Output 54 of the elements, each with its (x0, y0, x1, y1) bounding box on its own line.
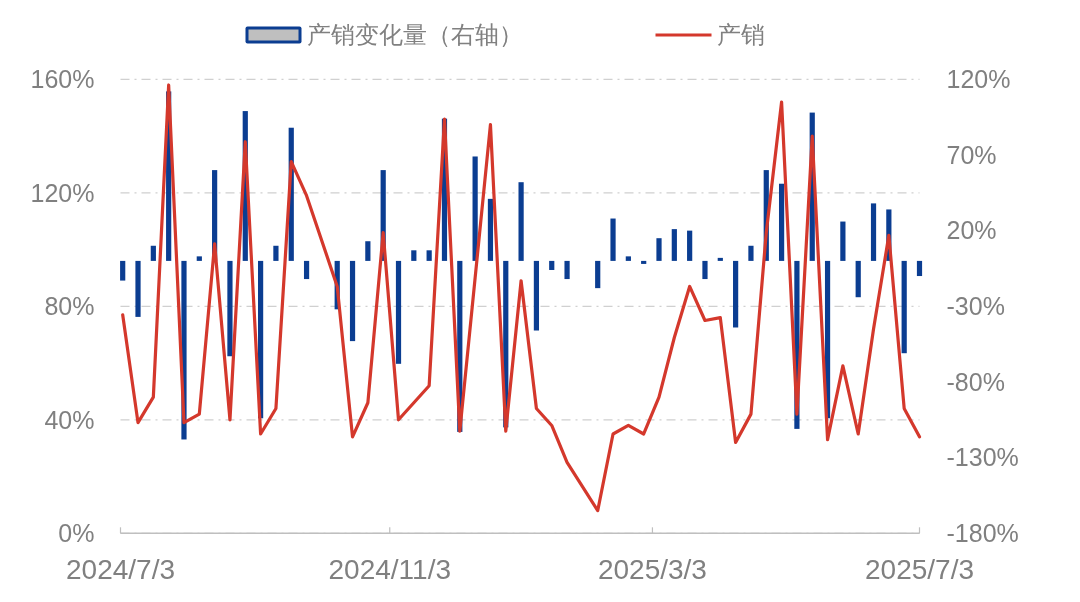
y2-tick-label: -80% (946, 367, 1005, 396)
bar (901, 260, 907, 354)
bar (687, 230, 693, 261)
y-tick-label: 40% (44, 405, 95, 434)
bar (717, 257, 723, 261)
x-tick-label: 2025/7/3 (865, 553, 974, 585)
bar (518, 182, 524, 261)
bar (120, 260, 126, 281)
bar (916, 260, 923, 277)
y-tick-label: 120% (30, 178, 95, 207)
bar (135, 260, 141, 317)
bar (349, 260, 356, 342)
bar (564, 260, 570, 280)
bar (395, 260, 402, 364)
legend-label: 产销 (716, 21, 765, 49)
y2-tick-label: -130% (946, 443, 1019, 472)
y-tick-label: 80% (44, 292, 95, 321)
bar (671, 229, 677, 261)
y-tick-label: 0% (58, 519, 95, 548)
bar (855, 260, 861, 298)
bar (641, 260, 647, 264)
bar (487, 198, 494, 261)
y2-tick-label: -180% (946, 519, 1019, 548)
bar (150, 245, 156, 261)
legend-label: 产销变化量（右轴） (306, 21, 523, 49)
bar (625, 256, 631, 261)
bar (196, 256, 202, 261)
bar (533, 260, 540, 331)
x-tick-label: 2024/11/3 (328, 553, 451, 585)
bar (273, 245, 279, 261)
y-tick-label: 160% (30, 65, 95, 94)
bar (778, 183, 785, 261)
bar (426, 250, 432, 261)
bar (610, 218, 616, 261)
bar (870, 203, 877, 261)
bar (365, 241, 371, 261)
bar (227, 260, 233, 357)
x-tick-label: 2025/3/3 (597, 553, 707, 585)
x-tick-label: 2024/7/3 (66, 553, 175, 585)
bar (748, 245, 754, 261)
bar (733, 260, 739, 328)
y2-tick-label: 70% (946, 140, 997, 169)
y2-tick-label: 20% (946, 216, 997, 245)
bar (411, 250, 417, 261)
bar (472, 156, 478, 261)
bar (303, 260, 310, 280)
bar (702, 260, 708, 280)
bar (656, 238, 662, 261)
bar (549, 260, 555, 270)
bar (595, 260, 601, 289)
y2-tick-label: 120% (946, 65, 1011, 94)
line-series (121, 83, 922, 513)
y2-tick-label: -30% (946, 292, 1005, 321)
bar (840, 221, 846, 261)
